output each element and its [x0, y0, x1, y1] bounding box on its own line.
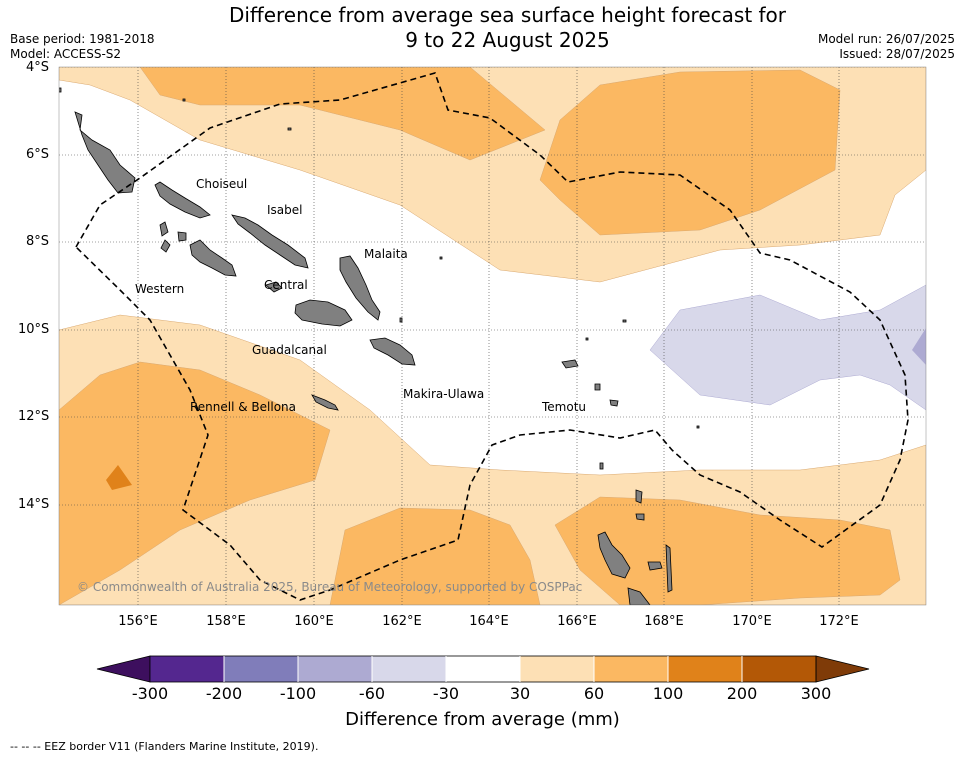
lon-label-156e: 156°E	[118, 614, 158, 629]
lat-label-10s: 10°S	[18, 322, 50, 337]
colorbar-max-arrow	[815, 655, 870, 683]
lon-label-164e: 164°E	[469, 614, 509, 629]
issued-date: Issued: 28/07/2025	[839, 47, 955, 61]
rennell-island	[311, 394, 339, 411]
lat-label-12s: 12°S	[18, 409, 50, 424]
anomaly-60-100-south-central	[329, 507, 541, 605]
vanikoro-island	[609, 399, 619, 407]
lat-label-4s: 4°S	[26, 60, 50, 75]
malekula-island	[647, 561, 663, 571]
region-label-guadalcanal: Guadalcanal	[252, 343, 327, 357]
colorbar-bin-8	[668, 656, 742, 682]
region-label-choiseul: Choiseul	[196, 177, 248, 191]
anomaly-neg-30-60	[649, 284, 926, 411]
colorbar-bin-2	[224, 656, 298, 682]
anomaly-100-200-south-west	[106, 465, 132, 490]
model-run: Model run: 26/07/2025	[817, 32, 955, 46]
meta-left: Base period: 1981-2018 Model: ACCESS-S2	[10, 32, 155, 62]
colorbar-label-4: -30	[432, 684, 460, 703]
eez-border	[74, 72, 909, 601]
lon-label-162e: 162°E	[382, 614, 422, 629]
bougainville-island	[74, 111, 136, 194]
map-frame	[58, 66, 927, 606]
florida-islands	[265, 281, 283, 293]
meta-right: Model run: 26/07/2025 Issued: 28/07/2025	[818, 32, 955, 62]
colorbar-label-6: 60	[583, 684, 605, 703]
colorbar-label-3: -60	[358, 684, 386, 703]
lon-label-158e: 158°E	[206, 614, 246, 629]
anomaly-60-100-north-east	[539, 69, 841, 236]
base-period: Base period: 1981-2018	[10, 32, 155, 46]
espiritu-santo-island	[597, 531, 631, 579]
malaita-island	[339, 255, 381, 321]
region-label-isabel: Isabel	[267, 203, 303, 217]
solomon-islands-land	[59, 87, 700, 605]
lon-label-170e: 170°E	[732, 614, 772, 629]
colorbar-bin-6	[520, 656, 594, 682]
lat-label-8s: 8°S	[26, 234, 50, 249]
region-label-makira-ulawa: Makira-Ulawa	[403, 387, 485, 401]
colorbar-min-arrow	[96, 655, 151, 683]
colorbar-label-5: 30	[509, 684, 531, 703]
lon-label-166e: 166°E	[557, 614, 597, 629]
region-label-central: Central	[264, 278, 308, 292]
colorbar-label-7: 100	[652, 684, 684, 703]
map-title: Difference from average sea surface heig…	[150, 3, 865, 53]
isabel-island	[231, 214, 309, 269]
colorbar-bin-7	[594, 656, 668, 682]
colorbar-bin-4	[372, 656, 446, 682]
guadalcanal-island	[294, 299, 353, 327]
anomaly-60-100-south-west	[59, 361, 331, 605]
region-label-western: Western	[135, 282, 185, 296]
lon-label-168e: 168°E	[644, 614, 684, 629]
vella-lavella-island	[159, 221, 169, 237]
santa-cruz-island	[561, 359, 579, 369]
eez-legend: -- -- -- EEZ border V11 (Flanders Marine…	[10, 740, 319, 753]
colorbar-label-8: 200	[726, 684, 758, 703]
title-line-2: 9 to 22 August 2025	[405, 28, 610, 52]
colorbar-label-1: -200	[205, 684, 243, 703]
colorbar-bin-3	[298, 656, 372, 682]
ambae-island	[635, 489, 643, 504]
model-name: Model: ACCESS-S2	[10, 47, 122, 61]
colorbar-title: Difference from average (mm)	[345, 709, 620, 730]
colorbar-bin-9	[742, 656, 816, 682]
lat-label-6s: 6°S	[26, 147, 50, 162]
new-georgia-island	[189, 239, 237, 277]
utupua-island	[594, 383, 601, 391]
colorbar-label-2: -100	[279, 684, 317, 703]
copyright-notice: © Commonwealth of Australia 2025, Bureau…	[77, 580, 583, 594]
colorbar-bin-1	[150, 656, 224, 682]
anomaly-neg-60-100	[912, 328, 926, 365]
kolombangara-island	[177, 231, 187, 242]
anomaly-60-100-south-east	[554, 496, 901, 605]
lon-label-160e: 160°E	[294, 614, 334, 629]
rendova-island	[160, 239, 171, 253]
anomaly-60-100-north-west	[139, 67, 546, 161]
graticule	[59, 67, 926, 605]
banks-island	[635, 513, 645, 521]
colorbar-bin-5	[446, 656, 520, 682]
choiseul-island	[154, 181, 211, 219]
colorbar	[96, 655, 870, 683]
colorbar-label-0: -300	[131, 684, 169, 703]
region-label-malaita: Malaita	[364, 247, 408, 261]
makira-island	[369, 337, 416, 366]
colorbar-label-9: 300	[800, 684, 832, 703]
lat-label-14s: 14°S	[18, 497, 50, 512]
pentecost-island	[665, 544, 673, 593]
region-label-temotu: Temotu	[542, 400, 587, 414]
region-label-rennell-bellona: Rennell & Bellona	[190, 400, 297, 414]
lon-label-172e: 172°E	[819, 614, 859, 629]
title-line-1: Difference from average sea surface heig…	[228, 3, 787, 27]
efate-island	[627, 587, 651, 605]
forecast-field	[59, 67, 926, 605]
